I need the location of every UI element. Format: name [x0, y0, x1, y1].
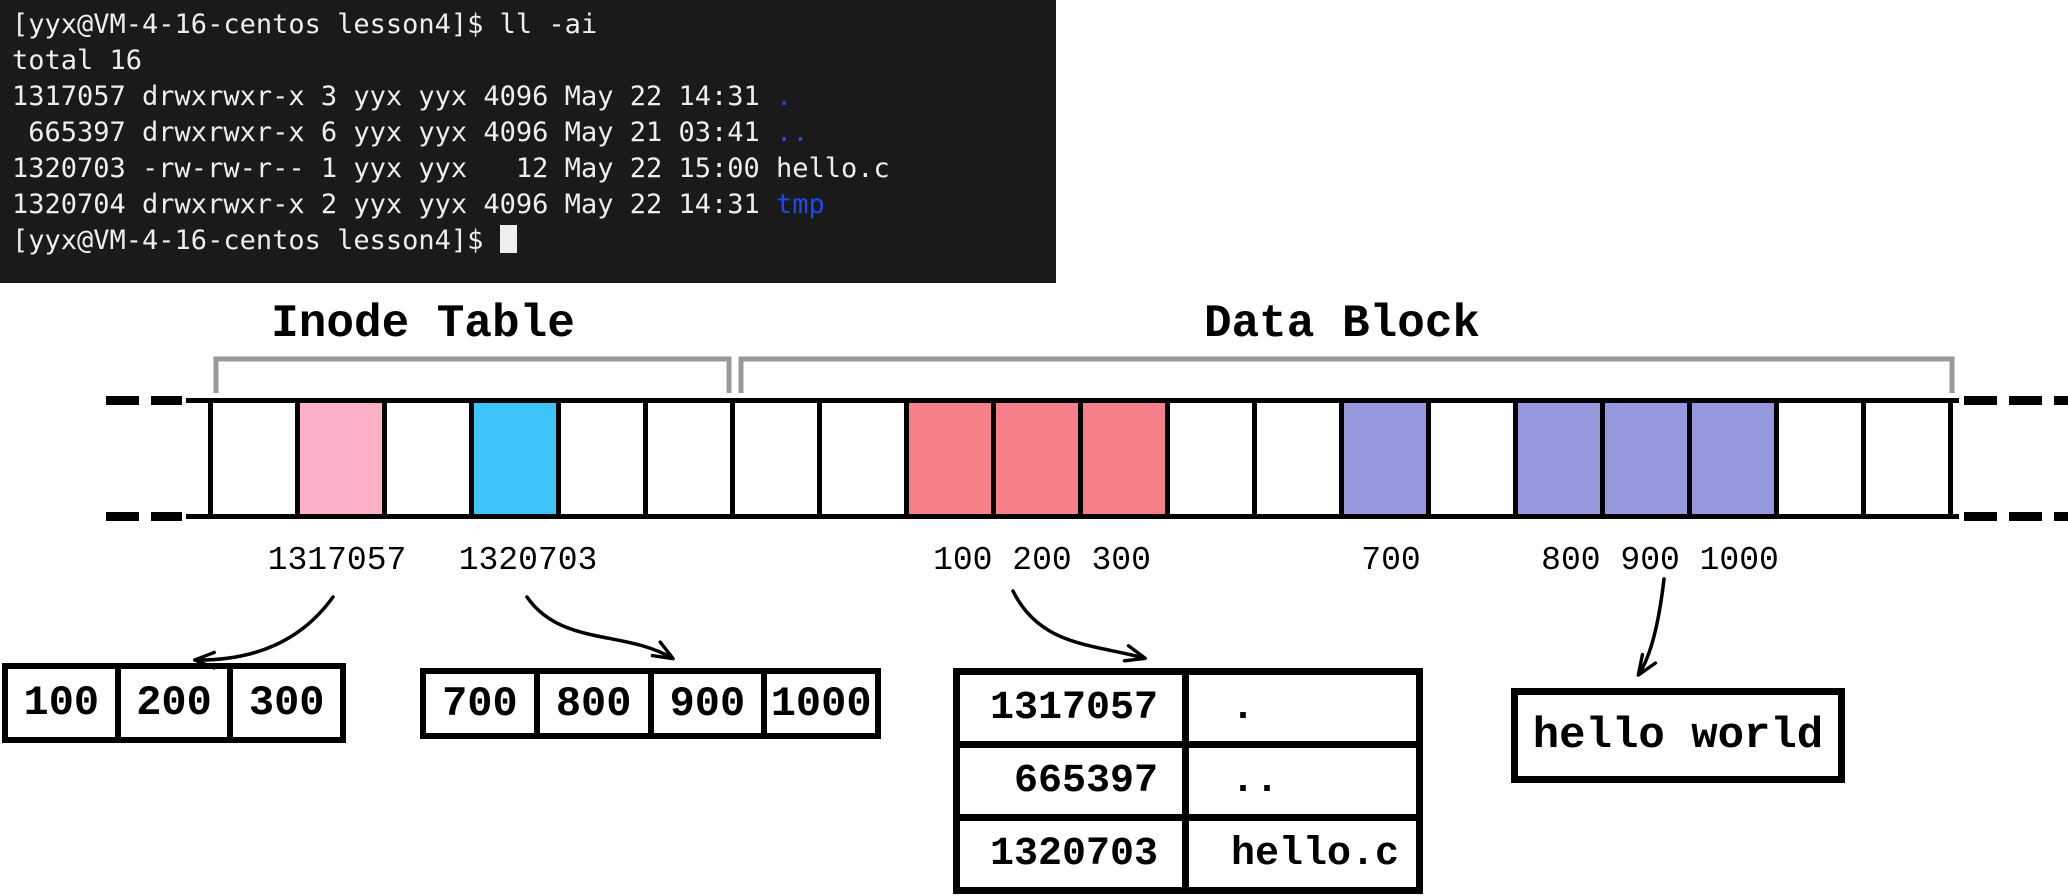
terminal-text: 1317057 drwxrwxr-x 3 yyx yyx 4096 May 22… — [12, 81, 777, 112]
block-number-cell: 900 — [647, 674, 762, 733]
terminal-window[interactable]: [yyx@VM-4-16-centos lesson4]$ ll -ai tota… — [0, 0, 1056, 283]
inode-table-title: Inode Table — [271, 298, 575, 350]
terminal-line: [yyx@VM-4-16-centos lesson4]$ ll -ai — [12, 7, 1056, 43]
terminal-line: total 16 — [12, 43, 1056, 79]
strip-label: 700 — [1361, 542, 1421, 579]
terminal-line: 1317057 drwxrwxr-x 3 yyx yyx 4096 May 22… — [12, 79, 1056, 115]
terminal-line: 1320703 -rw-rw-r-- 1 yyx yyx 12 May 22 1… — [12, 151, 1056, 187]
terminal-line: 1320704 drwxrwxr-x 2 yyx yyx 4096 May 22… — [12, 187, 1056, 223]
arrow-datablocks-to-direntries — [1011, 589, 1147, 663]
terminal-text: 1320703 -rw-rw-r-- 1 yyx yyx 12 May 22 1… — [12, 153, 890, 184]
block-number-cell: 800 — [533, 674, 648, 733]
directory-entry-row: 1317057. — [960, 675, 1416, 741]
data-block-bracket — [738, 356, 1955, 393]
data-block-title: Data Block — [1203, 298, 1481, 350]
strip-cell-salmon — [1078, 403, 1165, 514]
block-number-cell: 100 — [23, 679, 100, 727]
strip-cell — [730, 403, 817, 514]
strip-cell-salmon — [991, 403, 1078, 514]
entry-inode-cell: 665397 — [1013, 758, 1158, 804]
strip-cell-salmon — [904, 403, 991, 514]
strip-cell — [1861, 403, 1953, 514]
strip-cell — [1774, 403, 1861, 514]
directory-entry-row: 665397.. — [960, 741, 1416, 814]
block-number-cell: 700 — [442, 679, 518, 728]
strip-cell-periwinkle — [1600, 403, 1687, 514]
strip-cell — [556, 403, 643, 514]
arrow-datablocks-to-filecontent — [1636, 577, 1666, 677]
strip-cell-cyan — [469, 403, 556, 514]
terminal-text-blue: tmp — [776, 189, 825, 220]
strip-cell — [1426, 403, 1513, 514]
entry-name-cell: .. — [1182, 748, 1416, 814]
strip-label: 1320703 — [458, 542, 598, 579]
file-content-box: hello world — [1511, 688, 1845, 783]
arrow-inode1317057-to-blocks — [193, 595, 335, 670]
entry-name-cell: hello.c — [1182, 821, 1416, 887]
strip-cell — [1252, 403, 1339, 514]
strip-label: 800 900 1000 — [1541, 542, 1779, 579]
inode-direct-blocks-box: 100 200 300 — [2, 663, 346, 743]
terminal-text: [yyx@VM-4-16-centos lesson4]$ ll -ai — [12, 9, 598, 40]
directory-entries-table: 1317057. 665397.. 1320703 hello.c — [953, 668, 1423, 894]
block-number-cell: 200 — [114, 669, 228, 737]
strip-cell — [643, 403, 730, 514]
inode-table-bracket — [213, 356, 732, 393]
terminal-text: [yyx@VM-4-16-centos lesson4]$ — [12, 225, 500, 256]
strip-cell-periwinkle — [1687, 403, 1774, 514]
arrow-inode1320703-to-blocks — [525, 595, 675, 661]
block-number-cell: 300 — [227, 669, 340, 737]
terminal-text-blue: . — [776, 81, 793, 112]
block-number-cell: 1000 — [761, 674, 875, 733]
terminal-line: [yyx@VM-4-16-centos lesson4]$ — [12, 223, 1056, 259]
entry-inode-cell: 1320703 — [989, 831, 1158, 877]
strip-cell — [817, 403, 904, 514]
terminal-line: 665397 drwxrwxr-x 6 yyx yyx 4096 May 21 … — [12, 115, 1056, 151]
strip-cell-periwinkle — [1339, 403, 1426, 514]
strip-cell — [208, 403, 295, 514]
entry-name-cell: . — [1182, 675, 1416, 741]
strip-cell-periwinkle — [1513, 403, 1600, 514]
terminal-cursor — [499, 225, 517, 253]
terminal-text: 1320704 drwxrwxr-x 2 yyx yyx 4096 May 22… — [12, 189, 777, 220]
terminal-text: 665397 drwxrwxr-x 6 yyx yyx 4096 May 21 … — [12, 117, 777, 148]
strip-cell — [1165, 403, 1252, 514]
terminal-text: total 16 — [12, 45, 143, 76]
storage-strip — [208, 398, 1953, 519]
strip-label: 100 200 300 — [933, 542, 1151, 579]
directory-entry-row: 1320703 hello.c — [960, 814, 1416, 887]
strip-cell-pink — [295, 403, 382, 514]
file-direct-blocks-box: 700 800 900 1000 — [420, 668, 881, 739]
strip-label: 1317057 — [267, 542, 407, 579]
terminal-text-blue: .. — [776, 117, 809, 148]
entry-inode-cell: 1317057 — [989, 685, 1158, 731]
strip-cell — [382, 403, 469, 514]
